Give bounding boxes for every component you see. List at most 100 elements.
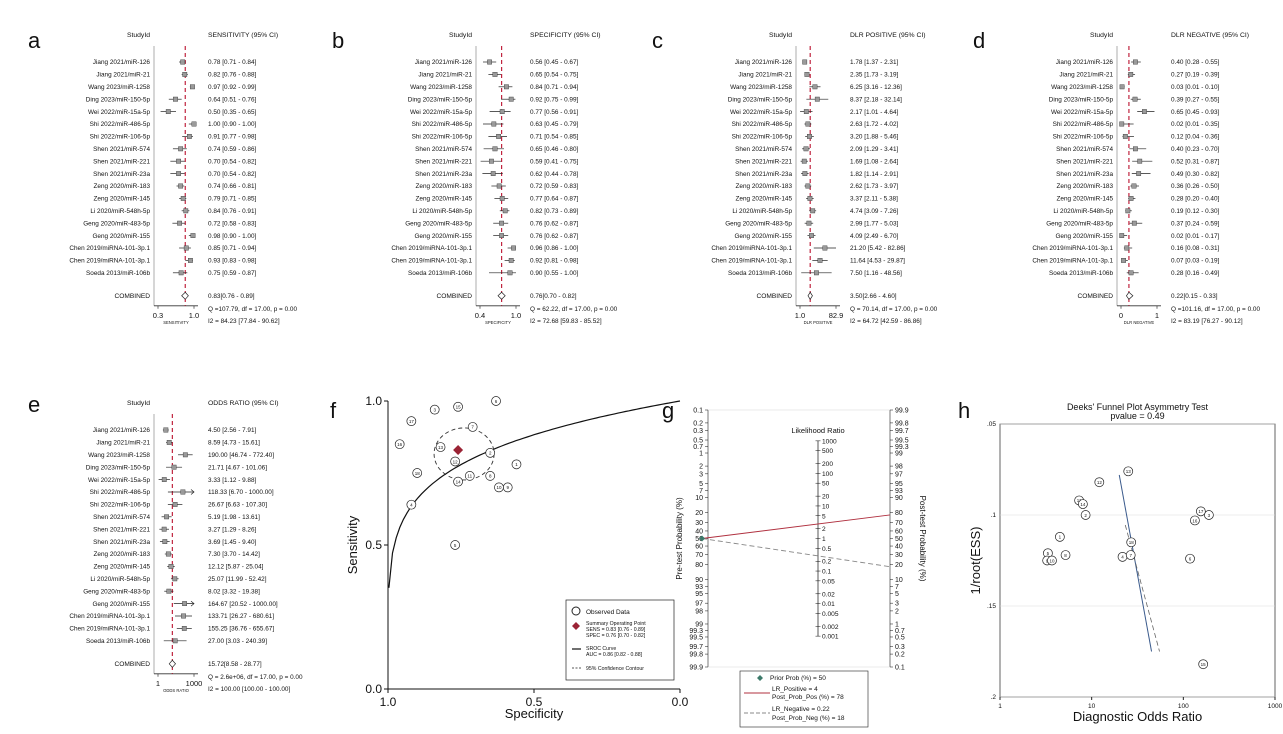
pretest-tick-label: 40 [695, 528, 703, 535]
study-point [803, 146, 809, 152]
study-label: Chen 2019/miRNA-101-3p.1 [69, 258, 150, 265]
study-ci-text: 0.07 [0.03 - 0.19] [1171, 258, 1220, 265]
study-ci-text: 3.27 [1.29 - 8.26] [208, 526, 257, 533]
study-point [161, 477, 167, 482]
study-ci-text: 8.37 [2.18 - 32.14] [850, 96, 902, 103]
study-point [807, 195, 813, 201]
legend-item: Observed Data [586, 609, 630, 616]
legend-item: SENS = 0.83 [0.76 - 0.89] [586, 627, 646, 633]
study-label: Shi 2022/miR-106-5p [412, 134, 473, 141]
heterogeneity-i2: I2 = 100.00 [100.00 - 100.00] [208, 686, 290, 693]
panel-label-g: g [662, 398, 674, 423]
study-point [809, 233, 814, 238]
lr-tick-label: 1 [822, 536, 826, 543]
heterogeneity-q: Q =101.16, df = 17.00, p = 0.00 [1171, 306, 1260, 313]
x-tick-label: 1000 [1268, 703, 1283, 710]
study-point [1132, 96, 1138, 102]
lr-tick-label: 0.002 [822, 624, 839, 631]
heterogeneity-q: Q =107.79, df = 17.00, p = 0.00 [208, 306, 297, 313]
study-ci-text: 0.62 [0.44 - 0.78] [530, 171, 579, 178]
point-id: 12 [1097, 480, 1103, 485]
observed-point [453, 401, 463, 412]
study-ci-text: 0.27 [0.19 - 0.39] [1171, 72, 1220, 79]
legend-observed-marker [571, 606, 581, 616]
study-point [1198, 659, 1209, 670]
study-point [1136, 171, 1142, 176]
study-ci-text: 1.78 [1.37 - 2.31] [850, 59, 899, 66]
x-axis-label: SENSITIVITY [163, 320, 189, 325]
point-id: 11 [467, 474, 472, 479]
pretest-tick-label: 97 [695, 601, 703, 608]
point-id: 14 [456, 479, 462, 484]
study-label: Jiang 2021/miR-21 [738, 72, 792, 79]
legend-item: Summary Operating Point [586, 621, 646, 627]
study-label: Jiang 2021/miR-21 [96, 440, 150, 447]
point-id: 9 [506, 485, 509, 490]
point-id: 6 [1189, 556, 1192, 561]
point-id: 10 [1049, 558, 1055, 563]
pretest-tick-label: 0.5 [693, 438, 703, 445]
point-id: 3 [1208, 513, 1211, 518]
pretest-tick-label: 99.5 [689, 634, 703, 641]
study-label: Li 2020/miR-548h-5p [732, 208, 792, 215]
study-label: Wei 2022/miR-15a-5p [88, 109, 150, 116]
combined-diamond [497, 291, 506, 300]
study-point [171, 464, 177, 470]
study-point [1125, 208, 1131, 214]
study-label: Zeng 2020/miR-145 [416, 196, 473, 203]
study-ci-text: 0.16 [0.08 - 0.31] [1171, 245, 1220, 252]
lr-tick-label: 0.2 [822, 559, 831, 566]
sroc-curve [388, 400, 681, 588]
studyid-header: StudyId [127, 32, 150, 39]
study-label: Wang 2023/miR-1258 [730, 84, 792, 91]
lr-axis-title: Likelihood Ratio [791, 426, 844, 435]
study-ci-text: 3.37 [2.11 - 5.38] [850, 196, 898, 203]
study-point [499, 109, 505, 115]
study-point [492, 71, 498, 77]
legend-summary-marker [572, 622, 580, 630]
study-label: Shen 2021/miR-221 [1056, 158, 1113, 165]
study-label: Geng 2020/miR-155 [734, 233, 792, 240]
pretest-tick-label: 80 [695, 562, 703, 569]
pretest-tick-label: 0.7 [693, 444, 703, 451]
lr-tick-label: 0.01 [822, 601, 835, 608]
observed-point [453, 476, 463, 487]
study-ci-text: 118.33 [6.70 - 1000.00] [208, 489, 274, 496]
x-tick-label: 0 [1119, 311, 1123, 320]
legend-item: 95% Confidence Contour [586, 666, 644, 672]
study-point [1137, 158, 1143, 164]
study-label: Zeng 2020/miR-183 [416, 183, 473, 190]
study-ci-text: 0.56 [0.45 - 0.67] [530, 59, 579, 66]
study-label: Shen 2021/miR-23a [93, 171, 150, 178]
study-ci-text: 0.85 [0.71 - 0.94] [208, 245, 257, 252]
study-point [804, 71, 810, 77]
posttest-tick-label: 99.3 [895, 444, 909, 451]
legend-item: LR_Positive = 4 [772, 686, 818, 693]
pretest-tick-label: 5 [699, 481, 703, 488]
fagan-legend [739, 670, 869, 728]
study-point [1126, 537, 1137, 548]
study-ci-text: 0.02 [0.01 - 0.17] [1171, 233, 1220, 240]
pretest-tick-label: 2 [699, 464, 703, 471]
pretest-tick-label: 50 [695, 536, 703, 543]
y-tick-label: .05 [987, 421, 996, 428]
point-id: 7 [1129, 553, 1132, 558]
observed-point [435, 442, 446, 452]
study-ci-text: 190.00 [46.74 - 772.40] [208, 452, 274, 459]
y-tick-label: .2 [991, 694, 997, 701]
combined-ci-text: 0.83[0.76 - 0.89] [208, 293, 255, 300]
study-point [190, 84, 195, 90]
study-ci-text: 8.02 [3.32 - 19.38] [208, 588, 260, 595]
study-ci-text: 26.67 [6.63 - 107.30] [208, 502, 267, 509]
posttest-tick-label: 99 [895, 451, 903, 458]
observed-point [511, 459, 522, 470]
study-label: Ding 2023/miR-150-5p [408, 96, 473, 103]
study-ci-text: 0.52 [0.31 - 0.87] [1171, 158, 1220, 165]
study-ci-text: 0.40 [0.23 - 0.70] [1171, 146, 1220, 153]
observed-point [394, 439, 405, 450]
y-tick-label: .15 [987, 603, 996, 610]
study-ci-text: 0.72 [0.58 - 0.83] [208, 220, 257, 227]
study-point [166, 588, 172, 594]
study-ci-text: 0.90 [0.55 - 1.00] [530, 270, 579, 277]
study-label: Chen 2019/miRNA-101-3p.1 [69, 626, 150, 633]
